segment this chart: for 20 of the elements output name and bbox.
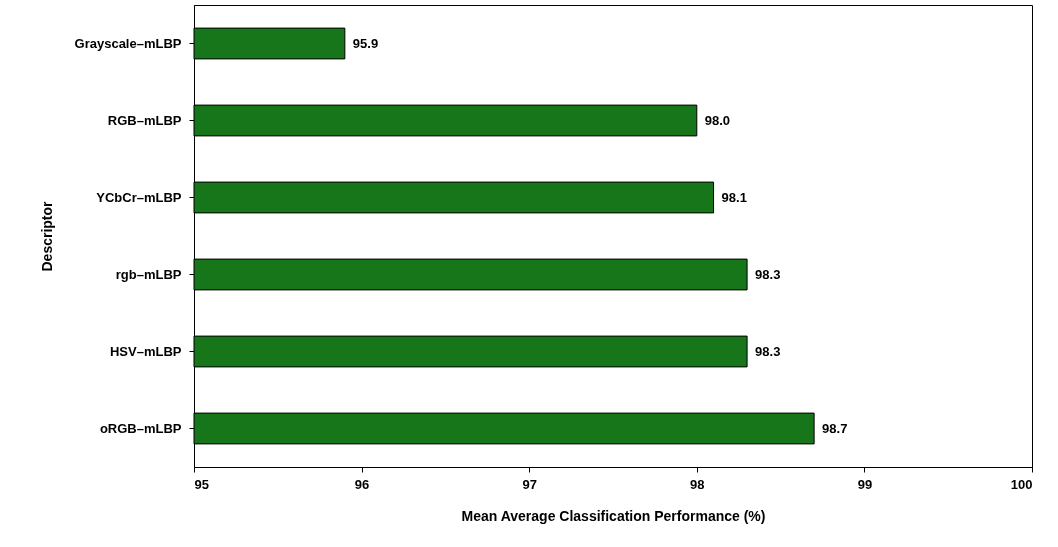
- y-tick-label: HSV–mLBP: [109, 343, 182, 359]
- y-tick-label: RGB–mLBP: [107, 112, 182, 128]
- x-tick-label: 98: [690, 476, 705, 492]
- y-axis-title: Descriptor: [38, 200, 55, 272]
- y-tick-label: Grayscale–mLBP: [74, 35, 182, 51]
- x-tick-label: 99: [857, 476, 873, 492]
- y-tick-label: rgb–mLBP: [115, 266, 182, 282]
- x-tick-label: 96: [354, 476, 370, 492]
- y-tick-label: YCbCr–mLBP: [96, 189, 182, 205]
- y-tick-label: oRGB–mLBP: [99, 420, 182, 436]
- x-tick-label: 97: [522, 476, 537, 492]
- x-tick-label: 95: [194, 476, 209, 492]
- data-label: 98.0: [704, 112, 731, 128]
- x-axis-title: Mean Average Classification Performance (%): [461, 507, 766, 524]
- data-label: 98.3: [755, 343, 781, 359]
- data-label: 95.9: [352, 35, 379, 51]
- x-tick-label: 100: [1010, 476, 1033, 492]
- data-label: 98.3: [755, 266, 781, 282]
- data-label: 98.1: [721, 189, 747, 205]
- data-label: 98.7: [822, 420, 848, 436]
